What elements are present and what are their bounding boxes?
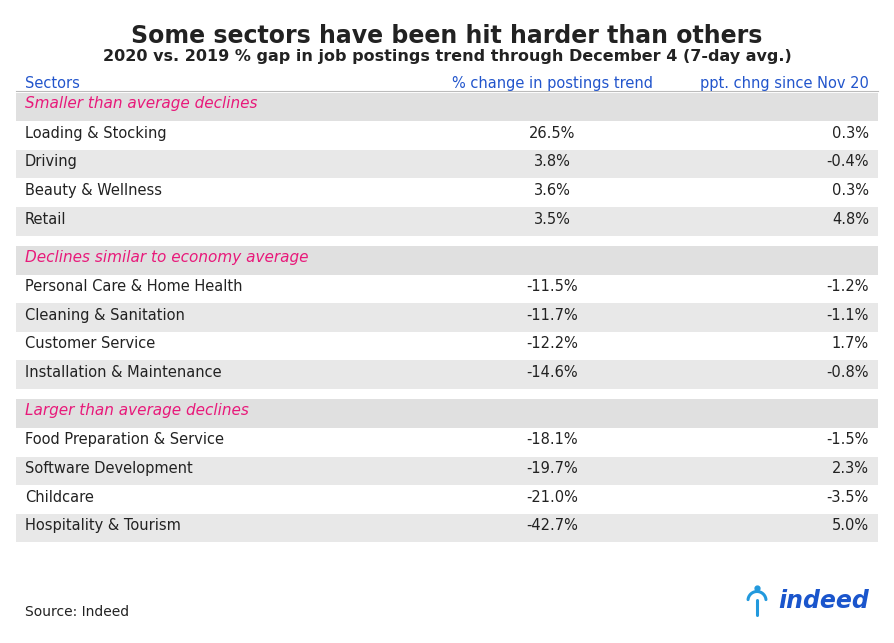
Text: 3.6%: 3.6% <box>534 183 571 198</box>
Text: 3.8%: 3.8% <box>534 154 571 169</box>
Text: 0.3%: 0.3% <box>832 126 869 141</box>
Text: Beauty & Wellness: Beauty & Wellness <box>25 183 162 198</box>
Text: Customer Service: Customer Service <box>25 336 156 351</box>
Text: 4.8%: 4.8% <box>832 212 869 226</box>
Text: -1.2%: -1.2% <box>826 279 869 294</box>
Text: 1.7%: 1.7% <box>831 336 869 351</box>
Text: Hospitality & Tourism: Hospitality & Tourism <box>25 518 181 533</box>
Text: -14.6%: -14.6% <box>527 365 578 380</box>
Text: -1.5%: -1.5% <box>827 432 869 448</box>
Text: Source: Indeed: Source: Indeed <box>25 604 129 619</box>
Text: Larger than average declines: Larger than average declines <box>25 403 249 418</box>
Text: Cleaning & Sanitation: Cleaning & Sanitation <box>25 307 185 323</box>
Text: -0.4%: -0.4% <box>826 154 869 169</box>
Text: Declines similar to economy average: Declines similar to economy average <box>25 249 308 265</box>
Text: -11.7%: -11.7% <box>527 307 578 323</box>
Text: 3.5%: 3.5% <box>534 212 571 226</box>
Text: -42.7%: -42.7% <box>527 518 578 533</box>
Text: -0.8%: -0.8% <box>826 365 869 380</box>
Text: Software Development: Software Development <box>25 461 193 476</box>
Text: -11.5%: -11.5% <box>527 279 578 294</box>
Text: -1.1%: -1.1% <box>827 307 869 323</box>
Text: Smaller than average declines: Smaller than average declines <box>25 96 257 111</box>
Text: Retail: Retail <box>25 212 66 226</box>
Text: Installation & Maintenance: Installation & Maintenance <box>25 365 222 380</box>
Text: -18.1%: -18.1% <box>527 432 578 448</box>
Text: 26.5%: 26.5% <box>529 126 576 141</box>
Text: Driving: Driving <box>25 154 78 169</box>
Text: 5.0%: 5.0% <box>831 518 869 533</box>
Text: Childcare: Childcare <box>25 489 94 505</box>
Text: Some sectors have been hit harder than others: Some sectors have been hit harder than o… <box>131 24 763 48</box>
Text: 2.3%: 2.3% <box>832 461 869 476</box>
Text: 0.3%: 0.3% <box>832 183 869 198</box>
Text: ppt. chng since Nov 20: ppt. chng since Nov 20 <box>700 76 869 91</box>
Text: Loading & Stocking: Loading & Stocking <box>25 126 166 141</box>
Text: Personal Care & Home Health: Personal Care & Home Health <box>25 279 242 294</box>
Text: -21.0%: -21.0% <box>527 489 578 505</box>
Text: % change in postings trend: % change in postings trend <box>452 76 653 91</box>
Text: Food Preparation & Service: Food Preparation & Service <box>25 432 224 448</box>
Text: Sectors: Sectors <box>25 76 80 91</box>
Text: -19.7%: -19.7% <box>527 461 578 476</box>
Text: 2020 vs. 2019 % gap in job postings trend through December 4 (7-day avg.): 2020 vs. 2019 % gap in job postings tren… <box>103 49 791 64</box>
Text: indeed: indeed <box>778 589 869 613</box>
Text: -12.2%: -12.2% <box>527 336 578 351</box>
Text: -3.5%: -3.5% <box>827 489 869 505</box>
